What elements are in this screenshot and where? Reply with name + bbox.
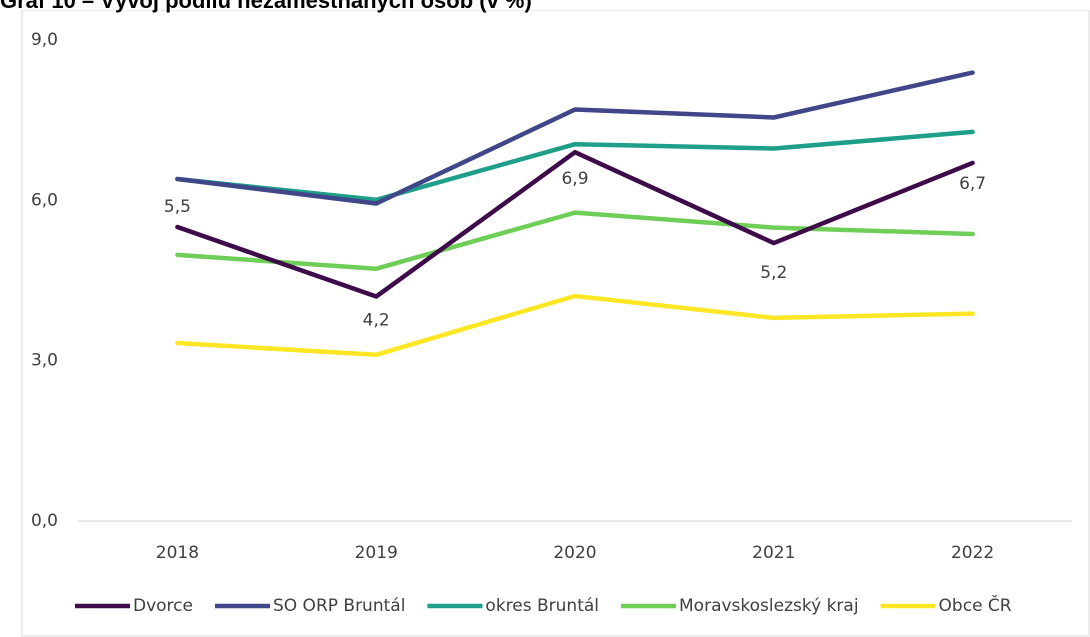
x-tick-label: 2021 [752, 543, 795, 563]
data-label: 4,2 [363, 311, 390, 331]
x-tick-label: 2019 [355, 543, 398, 563]
series-line [175, 129, 975, 203]
legend-label: Moravskoslezský kraj [679, 596, 859, 616]
y-tick-label: 9,0 [31, 30, 58, 50]
data-label: 6,9 [561, 169, 588, 189]
series-line [175, 293, 975, 358]
y-tick-label: 6,0 [31, 190, 58, 210]
y-tick-label: 0,0 [31, 511, 58, 531]
legend-label: okres Bruntál [485, 596, 599, 616]
series-line [175, 149, 975, 299]
legend-label: SO ORP Bruntál [273, 596, 405, 616]
data-label: 5,5 [164, 197, 191, 217]
legend-label: Dvorce [133, 596, 193, 616]
x-tick-label: 2018 [156, 543, 199, 563]
chart-frame [21, 9, 1090, 637]
x-tick-label: 2020 [553, 543, 596, 563]
legend-label: Obce ČR [939, 594, 1012, 616]
x-tick-label: 2022 [951, 543, 994, 563]
chart-title: Graf 10 – Vývoj podílu nezaměstnaných os… [0, 0, 532, 13]
data-label: 5,2 [760, 263, 787, 283]
series-line [175, 210, 975, 271]
series-line [175, 70, 975, 206]
top-strip [0, 0, 1090, 10]
data-label: 6,7 [959, 174, 986, 194]
y-tick-label: 3,0 [31, 351, 58, 371]
